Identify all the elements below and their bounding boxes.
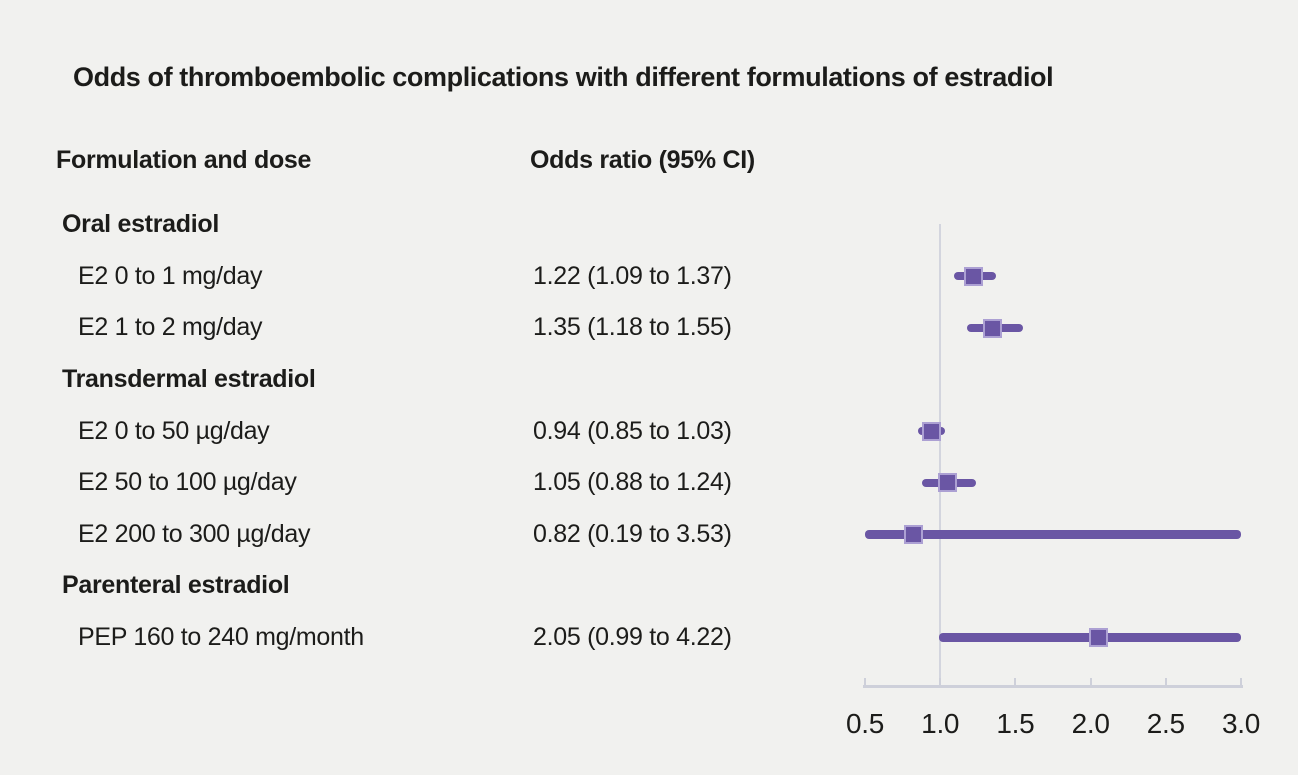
item-row: PEP 160 to 240 mg/month 2.05 (0.99 to 4.2… xyxy=(0,612,830,664)
point-estimate-marker xyxy=(938,473,958,493)
column-header-odds-ratio: Odds ratio (95% CI) xyxy=(530,146,755,174)
column-header-formulation: Formulation and dose xyxy=(56,146,312,174)
confidence-interval-bar xyxy=(865,529,1241,539)
confidence-interval-bar xyxy=(922,478,977,487)
point-estimate-marker xyxy=(983,318,1003,338)
x-axis-tick-label: 2.0 xyxy=(1071,708,1110,739)
x-axis-tick-label: 2.5 xyxy=(1146,708,1185,739)
reference-line xyxy=(939,224,942,687)
confidence-interval-bar xyxy=(953,272,996,281)
x-axis-tick xyxy=(1089,678,1092,687)
row-label: E2 50 to 100 µg/day xyxy=(78,468,297,497)
row-odds-ratio-value: 1.35 (1.18 to 1.55) xyxy=(533,313,732,342)
x-axis-tick-label: 1.0 xyxy=(921,708,960,739)
group-label: Parenteral estradiol xyxy=(62,571,290,600)
group-row: Transdermal estradiol xyxy=(0,354,830,406)
x-axis-tick xyxy=(864,678,866,687)
x-axis-tick-label: 3.0 xyxy=(1221,708,1261,739)
point-estimate-marker xyxy=(903,524,923,544)
item-row: E2 0 to 1 mg/day 1.22 (1.09 to 1.37) xyxy=(0,251,830,303)
row-odds-ratio-value: 0.82 (0.19 to 3.53) xyxy=(533,519,732,548)
x-axis-tick xyxy=(1014,678,1017,687)
row-odds-ratio-value: 1.05 (0.88 to 1.24) xyxy=(533,468,732,497)
confidence-interval-bar xyxy=(938,633,1241,643)
row-labels-area: Oral estradiol E2 0 to 1 mg/day 1.22 (1.09… xyxy=(0,199,830,663)
row-label: E2 1 to 2 mg/day xyxy=(78,313,263,342)
x-axis-tick xyxy=(1240,678,1242,687)
figure-title: Odds of thromboembolic complications wit… xyxy=(73,62,1054,92)
item-row: E2 0 to 50 µg/day 0.94 (0.85 to 1.03) xyxy=(0,405,830,457)
row-odds-ratio-value: 0.94 (0.85 to 1.03) xyxy=(533,416,732,445)
row-odds-ratio-value: 2.05 (0.99 to 4.22) xyxy=(533,623,732,652)
point-estimate-marker xyxy=(921,421,941,441)
x-axis-tick xyxy=(939,678,942,687)
row-label: E2 0 to 1 mg/day xyxy=(78,261,263,290)
x-axis-tick-label: 0.5 xyxy=(845,708,885,739)
confidence-interval-bar xyxy=(967,324,1023,332)
item-row: E2 50 to 100 µg/day 1.05 (0.88 to 1.24) xyxy=(0,457,830,509)
row-odds-ratio-value: 1.22 (1.09 to 1.37) xyxy=(533,261,732,290)
x-axis-tick-label: 1.5 xyxy=(996,708,1035,739)
row-label: PEP 160 to 240 mg/month xyxy=(78,623,364,652)
row-label: E2 200 to 300 µg/day xyxy=(78,519,311,548)
item-row: E2 1 to 2 mg/day 1.35 (1.18 to 1.55) xyxy=(0,302,830,354)
group-row: Parenteral estradiol xyxy=(0,560,830,612)
x-axis-line xyxy=(863,685,1243,688)
confidence-interval-bar xyxy=(917,427,945,436)
point-estimate-marker xyxy=(1088,628,1108,648)
group-label: Oral estradiol xyxy=(62,210,219,239)
group-row: Oral estradiol xyxy=(0,199,830,251)
x-axis-tick xyxy=(1164,678,1167,687)
point-estimate-marker xyxy=(963,266,983,286)
row-label: E2 0 to 50 µg/day xyxy=(78,416,270,445)
group-label: Transdermal estradiol xyxy=(62,365,316,394)
item-row: E2 200 to 300 µg/day 0.82 (0.19 to 3.53) xyxy=(0,509,830,561)
